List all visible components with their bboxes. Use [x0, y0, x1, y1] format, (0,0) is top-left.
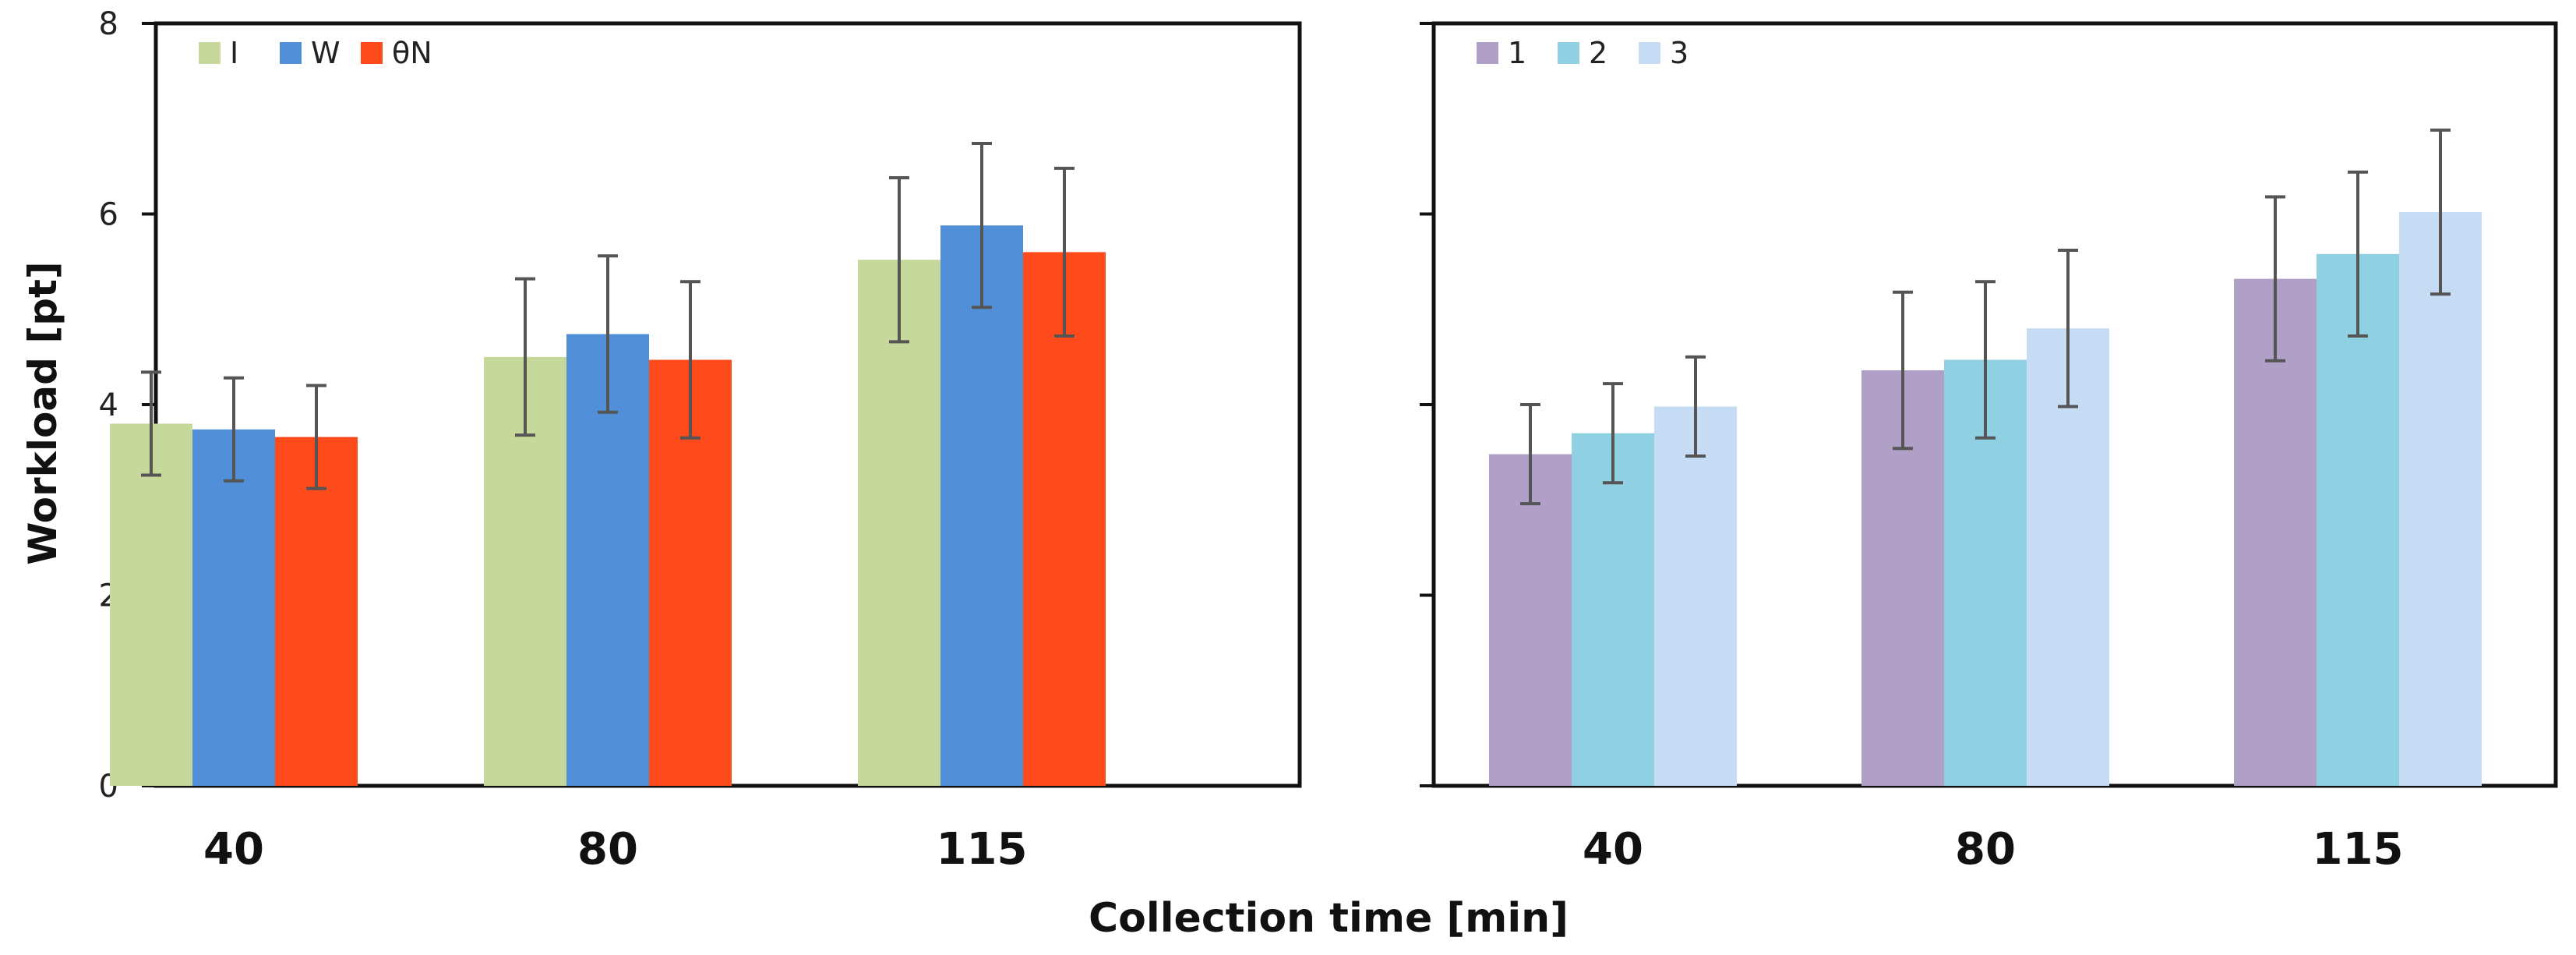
y-tick-label: 4 [99, 387, 118, 423]
bar-I-40 [110, 423, 192, 786]
legend-label-I: I [230, 36, 238, 70]
x-axis-label: Collection time [min] [1089, 895, 1569, 942]
legend-label-W: W [311, 36, 341, 70]
y-tick-label: 6 [99, 197, 118, 233]
legend-swatch-2 [1558, 42, 1579, 64]
x-tick-label: 40 [203, 824, 264, 875]
bar-2-40 [1572, 433, 1654, 786]
x-tick-label: 40 [1583, 824, 1643, 875]
bar-3-115 [2399, 212, 2482, 786]
y-axis-label: Workload [pt] [20, 261, 65, 564]
x-tick-label: 80 [577, 824, 638, 875]
bar-I-115 [858, 260, 940, 786]
bar-2-115 [2317, 253, 2399, 787]
bar-1-115 [2234, 278, 2317, 786]
legend-label-1: 1 [1508, 36, 1526, 70]
legend-label-θN: θN [392, 36, 432, 70]
legend-swatch-I [199, 42, 221, 64]
x-tick-label: 115 [937, 824, 1028, 875]
legend-label-3: 3 [1670, 36, 1689, 70]
bar-W-115 [940, 225, 1023, 786]
legend-swatch-θN [361, 42, 383, 64]
legend-swatch-3 [1639, 42, 1660, 64]
bar-W-40 [192, 429, 275, 786]
bar-1-40 [1489, 454, 1572, 786]
bar-θN-40 [275, 437, 358, 786]
legend-swatch-W [280, 42, 302, 64]
legend-label-2: 2 [1589, 36, 1607, 70]
bar-θN-115 [1023, 252, 1106, 786]
x-tick-label: 80 [1955, 824, 2016, 875]
bar-3-40 [1654, 406, 1737, 786]
y-tick-label: 8 [99, 6, 118, 42]
x-tick-label: 115 [2313, 824, 2404, 875]
chart-panel-2: 40 80 115 1 2 3 [1420, 21, 2558, 875]
legend-swatch-1 [1477, 42, 1498, 64]
